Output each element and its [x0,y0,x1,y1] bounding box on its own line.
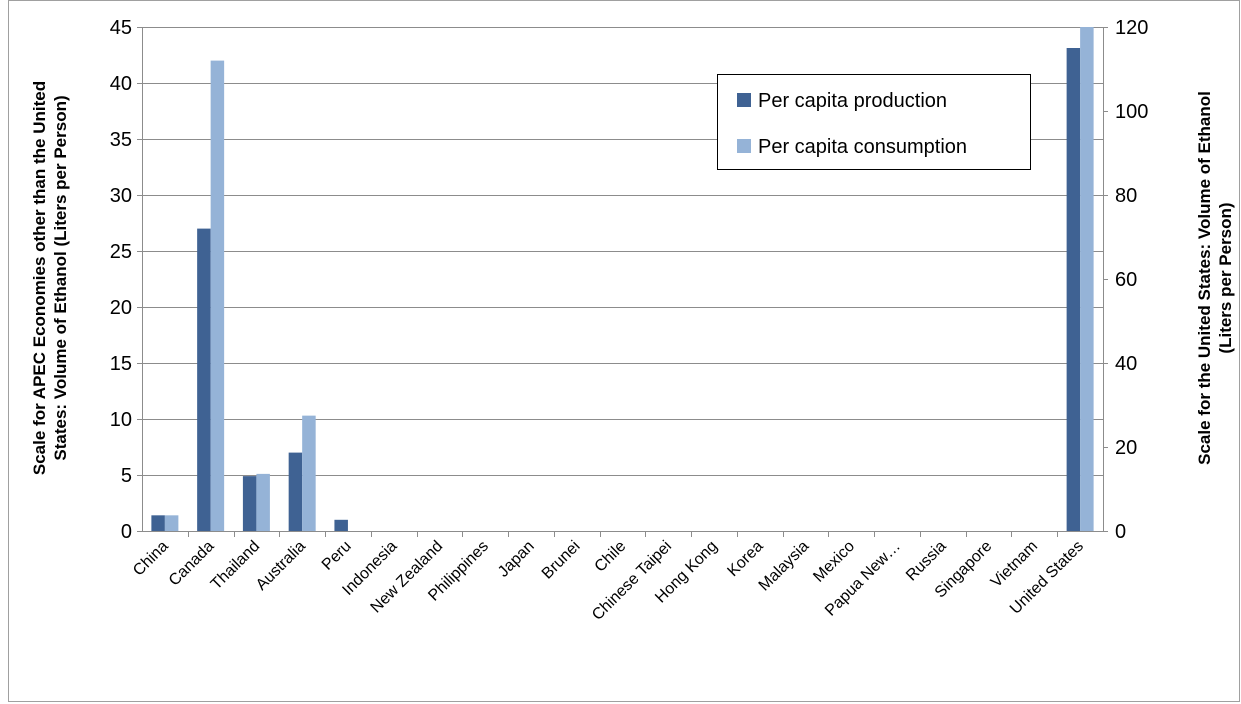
left-tick-label: 40 [110,73,132,95]
legend-swatch-production [737,93,751,107]
legend-label-production: Per capita production [758,90,947,112]
left-axis-title-line-1: Scale for APEC Economies other than the … [30,81,49,475]
right-tick-label: 80 [1115,185,1137,207]
right-axis-title-line-1: Scale for the United States: Volume of E… [1195,91,1214,465]
bar-production [242,476,257,531]
bar-consumption [256,473,270,531]
right-tick-label: 100 [1115,101,1148,123]
legend: Per capita production Per capita consump… [717,74,1031,170]
bar-production [288,452,303,531]
right-axis-title-line-2: (Liters per Person) [1216,202,1235,353]
bar-production [197,228,211,531]
bar-consumption [1080,27,1094,531]
bar-consumption [164,515,179,531]
bars [151,27,1094,531]
right-tick-label: 0 [1115,521,1126,543]
left-tick-label: 10 [110,409,132,431]
right-tick-label: 60 [1115,269,1137,291]
left-tick-label: 35 [110,129,132,151]
bar-production [151,515,165,531]
right-axis-ticks: 0 20 40 60 80 100 120 [1103,17,1148,543]
legend-label-consumption: Per capita consumption [758,136,967,158]
bar-production [334,519,348,531]
left-tick-label: 0 [121,521,132,543]
bar-production [1066,48,1081,531]
bar-consumption [302,415,316,531]
left-tick-label: 5 [121,465,132,487]
left-axis-title-line-2: States: Volume of Ethanol (Liters per Pe… [51,95,70,460]
left-tick-label: 20 [110,297,132,319]
left-tick-label: 25 [110,241,132,263]
left-tick-label: 15 [110,353,132,375]
left-tick-label: 45 [110,17,132,39]
right-tick-label: 40 [1115,353,1137,375]
left-axis-ticks: 0 5 10 15 20 25 30 35 40 45 [110,17,142,543]
left-tick-label: 30 [110,185,132,207]
right-tick-label: 20 [1115,437,1137,459]
bar-consumption [210,60,225,531]
legend-swatch-consumption [737,139,751,153]
legend-box [717,74,1031,170]
right-tick-label: 120 [1115,17,1148,39]
